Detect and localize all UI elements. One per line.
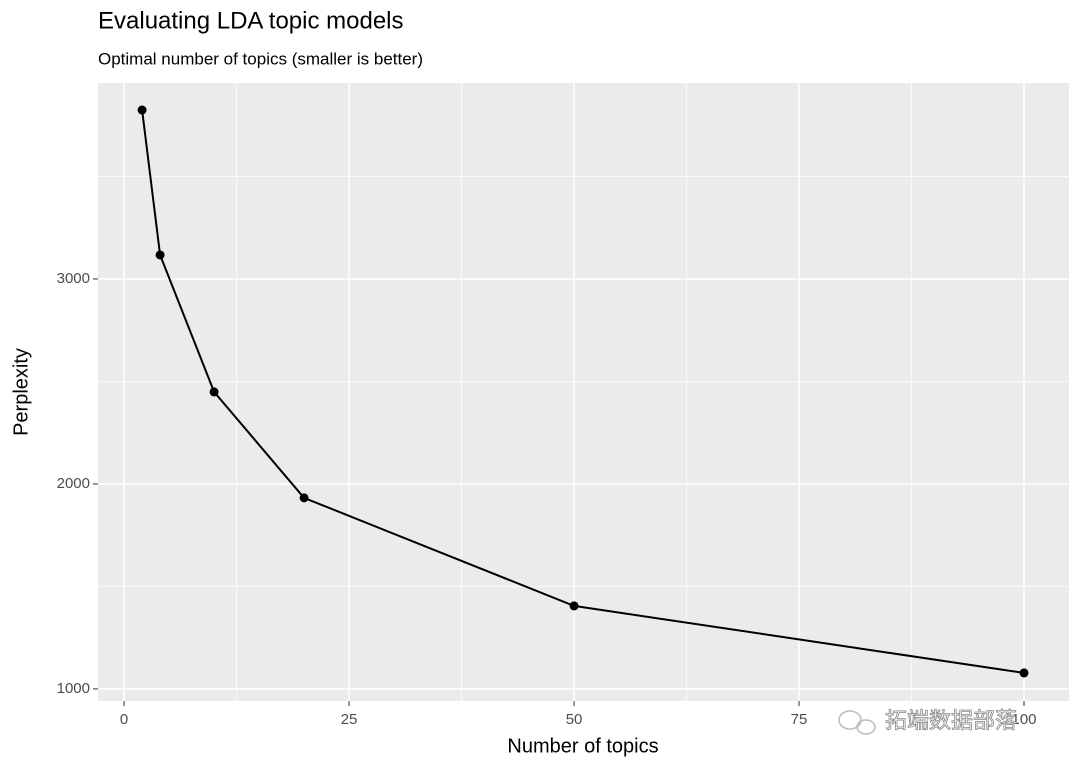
point — [155, 250, 165, 260]
x-tick-label: 75 — [791, 711, 808, 728]
y-tick-label: 3000 — [57, 270, 90, 287]
y-tick-label: 2000 — [57, 475, 90, 492]
x-tick-label: 25 — [341, 711, 358, 728]
point — [299, 493, 309, 503]
point — [569, 601, 579, 611]
x-axis-title: Number of topics — [507, 735, 658, 757]
y-tick-label: 1000 — [57, 680, 90, 697]
chart-title: Evaluating LDA topic models — [98, 7, 404, 34]
point — [209, 387, 219, 397]
x-tick-label: 0 — [120, 711, 128, 728]
chart-subtitle: Optimal number of topics (smaller is bet… — [98, 49, 423, 68]
plot-area: 0 25 50 75 100 1000 2000 3000 — [57, 83, 1069, 728]
line — [141, 109, 1025, 674]
x-tick-label: 50 — [566, 711, 583, 728]
x-tick-label: 100 — [1011, 711, 1036, 728]
watermark-icon — [838, 710, 876, 735]
point — [1019, 668, 1029, 678]
panel — [98, 83, 1069, 701]
y-axis-title: Perplexity — [10, 348, 32, 436]
watermark: 拓端数据部落 — [885, 708, 1017, 733]
point — [137, 105, 147, 115]
